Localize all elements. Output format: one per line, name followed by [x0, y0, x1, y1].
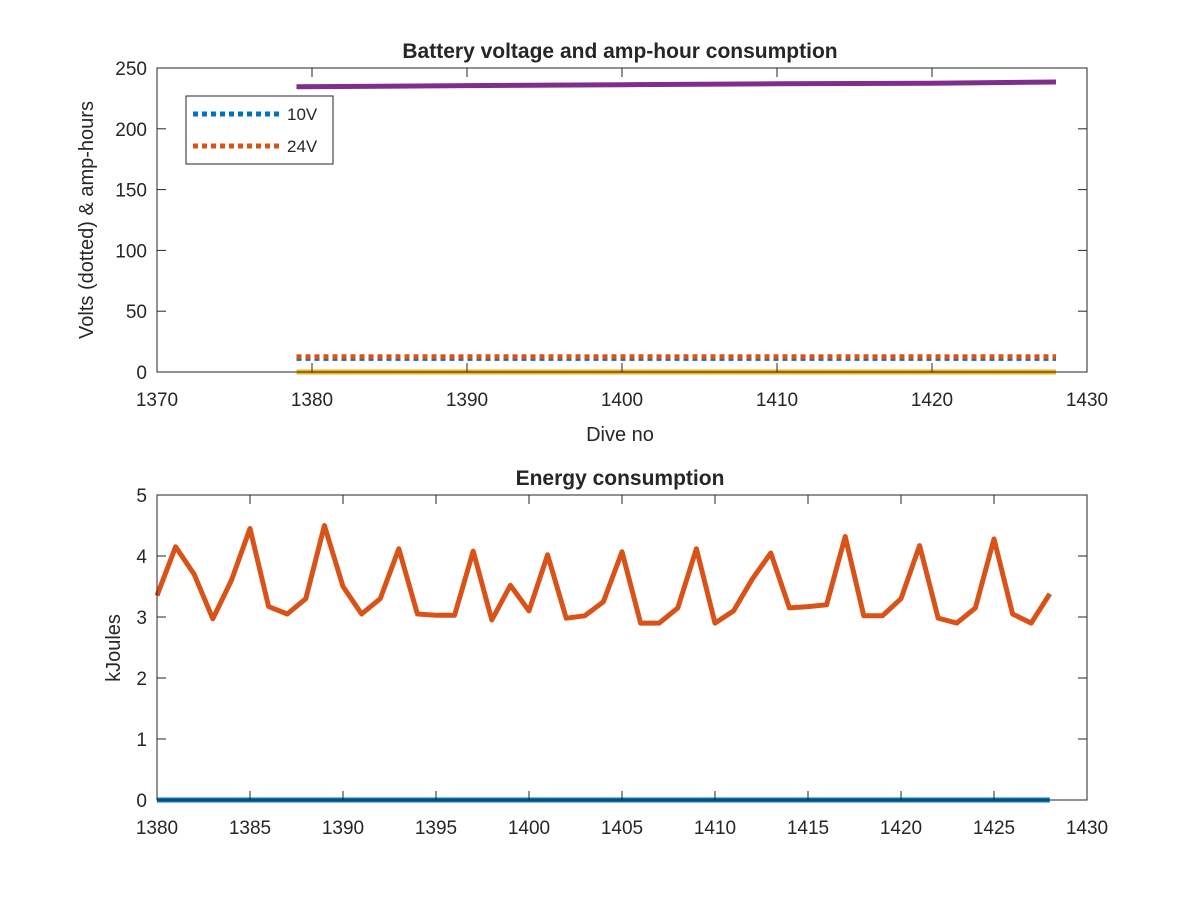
- battery-chart-series-line-2: [296, 79, 1057, 90]
- energy-chart-xtick-label: 1390: [322, 818, 364, 839]
- battery-chart-ytick-label: 200: [115, 120, 147, 141]
- battery-chart-ytick-label: 100: [115, 241, 147, 262]
- energy-chart-xtick-label: 1380: [136, 818, 178, 839]
- energy-chart-xtick-label: 1430: [1066, 818, 1108, 839]
- energy-chart: Energy consumption 1380 1385 1390 1395 1400 1…: [103, 467, 1108, 839]
- battery-chart-ticks: 1370 1380 1390 1400 1410 1420 1430 0 50 100 150 200…: [115, 59, 1108, 411]
- energy-chart-ytick-label: 0: [136, 791, 147, 812]
- energy-chart-xtick-label: 1395: [415, 818, 457, 839]
- legend-label-10v: 10V: [287, 105, 318, 124]
- energy-chart-xtick-label: 1415: [787, 818, 829, 839]
- energy-chart-series-line-1: [154, 523, 1052, 626]
- battery-chart-xtick-label: 1390: [446, 390, 488, 411]
- battery-chart-xtick-label: 1410: [756, 390, 798, 411]
- energy-chart-ytick-label: 5: [136, 486, 147, 507]
- battery-chart-ytick-label: 150: [115, 181, 147, 202]
- battery-chart-xtick-label: 1370: [136, 390, 178, 411]
- energy-chart-xtick-label: 1400: [508, 818, 550, 839]
- battery-chart-xtick-label: 1380: [291, 390, 333, 411]
- energy-chart-ytick-label: 3: [136, 608, 147, 629]
- battery-chart-legend: 10V 24V: [185, 95, 334, 165]
- battery-chart-ylabel: Volts (dotted) & amp-hours: [76, 101, 98, 339]
- battery-chart-ytick-label: 0: [136, 363, 147, 384]
- energy-chart-xtick-label: 1405: [601, 818, 643, 839]
- battery-chart-ytick-label: 250: [115, 59, 147, 80]
- battery-chart-ytick-label: 50: [126, 302, 147, 323]
- battery-chart: Battery voltage and amp-hour consumption…: [76, 40, 1108, 446]
- battery-chart-xlabel: Dive no: [586, 424, 654, 446]
- legend-box: [185, 95, 334, 165]
- energy-chart-ticks: 1380 1385 1390 1395 1400 1405 1410 1415 1420 1425…: [136, 486, 1108, 839]
- energy-chart-xtick-label: 1410: [694, 818, 736, 839]
- energy-chart-ytick-label: 1: [136, 730, 147, 751]
- battery-chart-xtick-label: 1420: [911, 390, 953, 411]
- energy-chart-xtick-label: 1425: [973, 818, 1015, 839]
- battery-chart-xtick-label: 1400: [601, 390, 643, 411]
- energy-chart-xtick-label: 1420: [880, 818, 922, 839]
- energy-chart-title: Energy consumption: [516, 467, 725, 490]
- legend-label-24v: 24V: [287, 137, 318, 156]
- battery-chart-xtick-label: 1430: [1066, 390, 1108, 411]
- energy-chart-ytick-label: 2: [136, 669, 147, 690]
- energy-chart-ytick-label: 4: [136, 547, 147, 568]
- energy-chart-ylabel: kJoules: [103, 614, 125, 682]
- battery-chart-title: Battery voltage and amp-hour consumption: [402, 40, 837, 63]
- energy-chart-xtick-label: 1385: [229, 818, 271, 839]
